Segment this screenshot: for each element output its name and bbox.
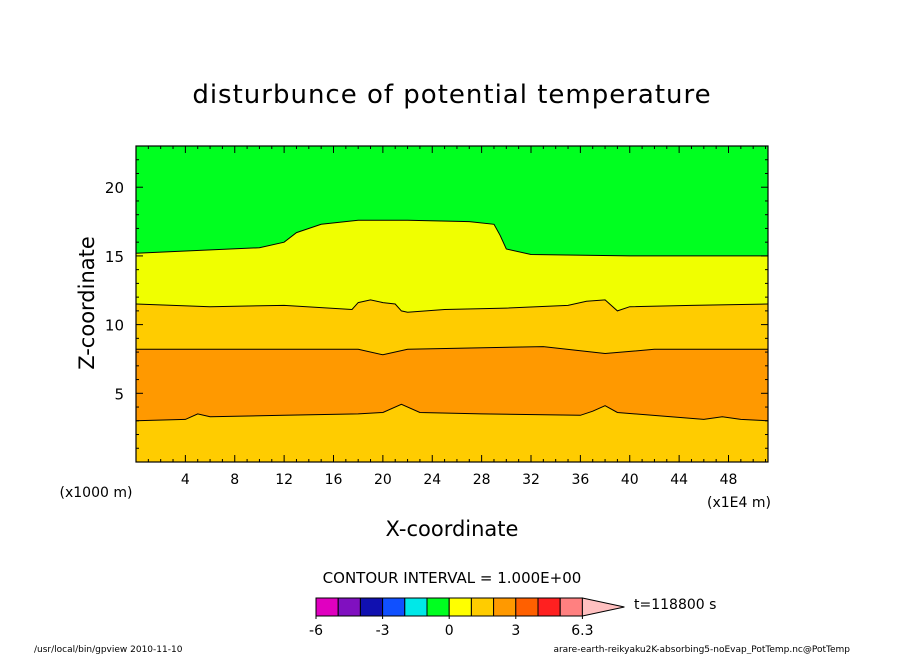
colorbar-cell	[337, 597, 361, 617]
y-axis-label: Z-coordinate	[75, 236, 99, 370]
contour-interval: CONTOUR INTERVAL = 1.000E+00	[323, 569, 582, 587]
colorbar-cell	[426, 597, 450, 617]
x-tick-label: 36	[571, 472, 589, 488]
x-tick-label: 4	[181, 472, 190, 488]
colorbar-cell	[315, 597, 339, 617]
colorbar-cell	[359, 597, 384, 617]
x-tick-label: 44	[670, 472, 688, 488]
contour-band	[136, 346, 768, 421]
y-tick-label: 10	[105, 317, 124, 335]
colorbar-cell	[404, 597, 428, 617]
contour-band	[136, 220, 768, 313]
colorbar-cell	[382, 597, 406, 617]
x-tick-label: 20	[374, 472, 392, 488]
x-tick-label: 28	[473, 472, 491, 488]
time-label: t=118800 s	[634, 597, 716, 613]
chart-title: disturbunce of potential temperature	[192, 80, 711, 110]
x-unit-label: (x1E4 m)	[707, 495, 771, 511]
colorbar-cell	[448, 597, 472, 617]
colorbar-cell	[559, 597, 583, 617]
colorbar-label: -3	[376, 623, 390, 639]
colorbar-label: -6	[309, 623, 323, 639]
x-tick-label: 24	[423, 472, 441, 488]
y-tick-label: 15	[105, 248, 124, 266]
colorbar-arrow	[581, 597, 625, 617]
contour-line	[136, 346, 768, 356]
x-tick-label: 16	[325, 472, 343, 488]
plot-frame	[135, 145, 769, 463]
contour-line	[135, 403, 769, 422]
colorbar-cell	[515, 597, 539, 617]
plot-area	[135, 145, 769, 463]
x-axis-label: X-coordinate	[386, 517, 519, 541]
colorbar-label: 3	[511, 623, 520, 639]
x-tick-label: 32	[522, 472, 540, 488]
x-tick-label: 8	[230, 472, 239, 488]
contour-band	[136, 146, 768, 256]
x-tick-label: 40	[621, 472, 639, 488]
colorbar-cell	[470, 597, 495, 617]
y-tick-label: 5	[114, 385, 124, 403]
contour-band	[136, 299, 768, 355]
contour-line	[135, 299, 769, 313]
colorbar-cell	[493, 597, 517, 617]
contour-band	[136, 404, 768, 462]
footer-right: arare-earth-reikyaku2K-absorbing5-noEvap…	[553, 645, 850, 654]
colorbar-label: 6.3	[571, 623, 593, 639]
footer-left: /usr/local/bin/gpview 2010-11-10	[34, 645, 183, 654]
x-tick-label: 48	[720, 472, 738, 488]
colorbar: -6 -3 0 3 6.3	[309, 597, 625, 639]
x-axis-ticks: 4 8 12 16 20 24 28 32 36 40 44 48	[147, 146, 767, 488]
x-tick-label: 12	[275, 472, 293, 488]
contour-line	[135, 219, 768, 257]
y-tick-label: 20	[105, 179, 124, 197]
colorbar-label: 0	[445, 623, 454, 639]
y-unit-label: (x1000 m)	[60, 485, 133, 501]
y-axis-ticks: 5 10 15 20	[105, 159, 768, 449]
colorbar-cell	[537, 597, 561, 617]
